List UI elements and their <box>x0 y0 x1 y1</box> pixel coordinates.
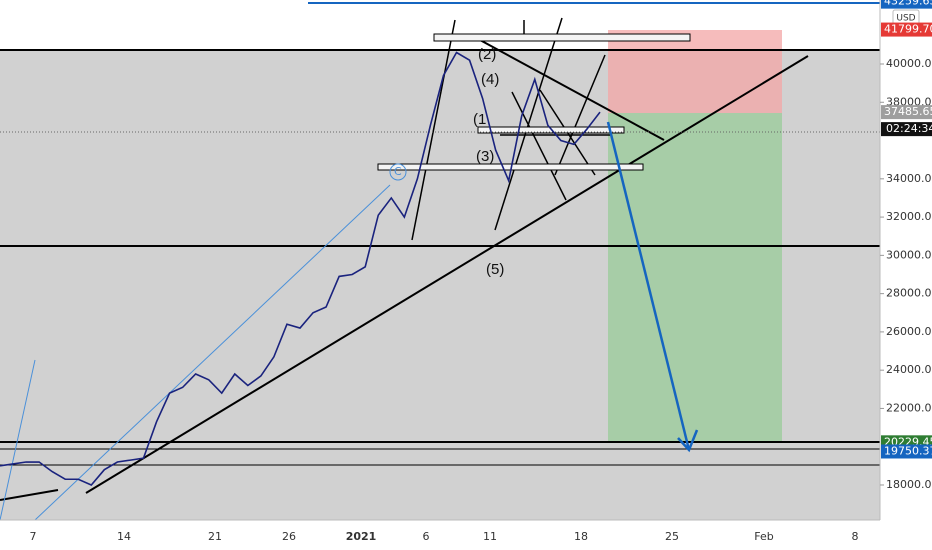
price-tag <box>881 105 932 120</box>
x-tick-label: 6 <box>423 530 430 543</box>
price-tag-label: 37485.65 <box>884 105 932 118</box>
countdown: 02:24:34 <box>886 122 932 135</box>
wave-label: (4) <box>481 71 499 88</box>
y-tick-label: 24000.00 <box>886 363 932 376</box>
price-tag <box>881 22 932 37</box>
y-tick-label: 30000.00 <box>886 248 932 261</box>
countdown-tag <box>881 122 932 137</box>
y-tick-label: 28000.00 <box>886 287 932 300</box>
wave-label: (1 <box>473 111 486 128</box>
zone-box <box>433 33 691 42</box>
x-tick-label: 26 <box>282 530 296 543</box>
price-tag-label: 19750.37 <box>884 444 932 457</box>
x-tick-label: 11 <box>483 530 497 543</box>
x-tick-label: 14 <box>117 530 131 543</box>
x-tick-label: 7 <box>30 530 37 543</box>
channel-line <box>34 184 391 521</box>
x-tick-label: 25 <box>665 530 679 543</box>
currency-label: USD <box>896 14 915 24</box>
wave-label: (2) <box>478 46 496 63</box>
wave-label: C <box>394 165 402 178</box>
wave-label: (3) <box>476 148 494 165</box>
x-tick-label: 18 <box>574 530 588 543</box>
y-tick-label: 26000.00 <box>886 325 932 338</box>
y-tick-label: 40000.00 <box>886 57 932 70</box>
x-tick-label: 2021 <box>346 530 377 543</box>
stop-zone <box>608 30 782 113</box>
channel-line <box>0 359 36 521</box>
price-tag <box>881 0 932 9</box>
x-tick-label: Feb <box>754 530 773 543</box>
price-tag-label: 41799.70 <box>884 23 932 36</box>
price-line <box>0 51 601 486</box>
x-tick-label: 8 <box>852 530 859 543</box>
y-tick-label: 18000.00 <box>886 478 932 491</box>
price-tag-label: 43259.65 <box>884 0 932 8</box>
forecast-arrow <box>606 121 691 451</box>
drawings <box>0 17 880 501</box>
y-tick-label: 32000.00 <box>886 210 932 223</box>
wave-label: (5) <box>486 261 504 278</box>
price-tag <box>881 444 932 459</box>
y-tick-label: 22000.00 <box>886 401 932 414</box>
x-tick-label: 21 <box>208 530 222 543</box>
y-tick-label: 38000.00 <box>886 95 932 108</box>
y-tick-label: 34000.00 <box>886 172 932 185</box>
arrow-head <box>677 429 699 453</box>
wave-circle <box>389 163 407 181</box>
